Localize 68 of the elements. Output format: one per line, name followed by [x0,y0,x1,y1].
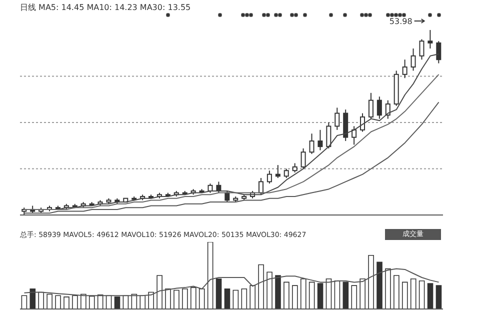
bar [224,288,230,309]
bar [326,278,332,309]
bar [232,290,239,309]
bar [258,264,264,309]
bar [114,296,120,309]
bar [418,280,425,309]
candlestick [309,133,314,154]
bar [156,275,162,309]
bar [140,295,146,309]
candlestick [419,38,424,60]
candlestick [360,112,366,132]
bar [368,255,374,309]
candlestick [428,30,433,49]
bar [148,292,154,309]
candlestick [284,168,289,178]
bar [80,294,86,309]
candlestick [436,40,442,64]
bar [165,288,171,309]
bar [88,296,95,309]
bar [72,295,78,309]
bar [275,275,281,309]
candlestick [376,96,382,120]
bar [308,282,315,309]
chart-subtitle: MA5: 14.45 MA10: 14.23 MA30: 13.55 [38,3,191,12]
bar [284,282,290,309]
bar [64,296,70,309]
text: 53.98 [389,17,412,26]
bar [360,278,366,309]
bar [190,287,196,309]
candlestick [352,126,357,146]
bar [376,262,382,309]
chart-title: 日线 [20,3,36,12]
bar [216,278,222,309]
bar [334,280,340,309]
candlestick [318,129,323,151]
bar [266,272,272,309]
bar [182,288,188,309]
bar [436,285,442,309]
candlestick [385,100,390,120]
bar [351,285,358,309]
bar [402,282,408,309]
candlestick [368,92,374,120]
bar [342,282,349,309]
bar [38,292,44,309]
candlestick [258,178,264,196]
bar [241,288,248,309]
bar [292,285,298,309]
bar [410,278,416,309]
bar [46,294,52,309]
bar [300,278,306,309]
bar [385,268,391,309]
candlestick [300,148,306,170]
candlestick [326,122,332,149]
bar [21,295,28,309]
bar [317,283,324,309]
candlestick [266,170,272,184]
bar [427,283,434,309]
candlestick [334,107,340,130]
bar [250,285,256,309]
bar [174,290,180,309]
candlestick [275,164,280,178]
bar [55,295,61,309]
bar [198,288,205,309]
bar [394,275,400,309]
candlestick [402,59,408,79]
bar [207,242,214,309]
candlestick [292,162,298,173]
candlestick [410,48,416,72]
